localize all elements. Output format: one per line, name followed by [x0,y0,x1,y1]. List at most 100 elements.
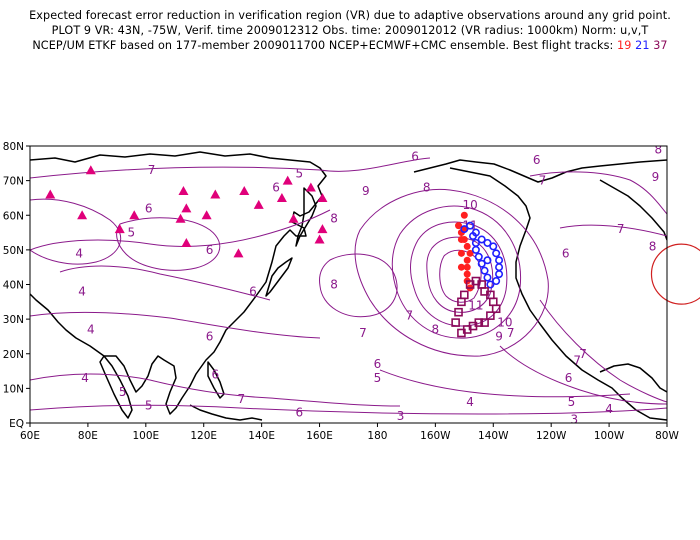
contour-label: 6 [272,181,280,195]
lat-label: 70N [3,176,24,188]
contour-label: 4 [75,246,83,260]
lon-label: 80E [78,430,98,442]
station-triangle [253,199,264,209]
contour-label: 6 [533,153,541,167]
track-blue-point [466,221,475,230]
track-purple-point [480,318,489,327]
lon-label: 160E [306,430,333,442]
track-red-point [457,263,465,271]
track-red-point [457,235,465,243]
contour-label: 8 [330,212,338,226]
track-blue-point [474,252,483,261]
station-triangle [77,210,88,220]
station-triangle [85,165,96,175]
india-coast [99,355,133,419]
station-triangle [314,234,325,244]
lat-label: 50N [3,245,24,257]
title-line-3: NCEP/UM ETKF based on 177-member 2009011… [0,38,700,53]
lon-label: 180 [367,430,387,442]
contour-label: 10 [497,316,512,330]
lon-label: 120E [190,430,217,442]
lat-label: 30N [3,314,24,326]
track-red-point [466,249,474,257]
contour-label: 9 [652,170,660,184]
track-blue-point [495,256,504,265]
track-red-point [455,222,463,230]
track-red-point [463,263,471,271]
contour-label: 6 [565,371,573,385]
contour-label: 6 [562,246,570,260]
track-blue-point [477,259,486,268]
contour-label: 5 [374,371,382,385]
station-triangle [288,213,299,223]
lon-label: 60E [20,430,40,442]
station-triangle [114,224,125,234]
title-line-3-prefix: NCEP/UM ETKF based on 177-member 2009011… [32,39,614,52]
lon-label: 120W [536,430,567,442]
track-blue-point [480,266,489,275]
track-blue-point [460,225,469,234]
contour-label: 7 [148,163,156,177]
station-triangle [233,248,244,258]
north-america-coast [449,167,667,421]
lat-label: 80N [3,141,24,153]
track-red-point [463,242,471,250]
track-blue-point [483,256,492,265]
track-red-point [460,225,468,233]
lat-label: EQ [9,418,24,430]
track-blue-point [471,245,480,254]
track-red-point [463,270,471,278]
track-purple-point [491,304,501,314]
contour-label: 6 [206,243,214,257]
station-triangle [201,210,212,220]
contour-label: 11 [468,298,483,312]
lon-label: 80W [655,430,679,442]
flight-track-blue [460,221,504,289]
vr-circle-outline [650,243,700,305]
contour-label: 8 [649,239,657,253]
contour-label: 5 [295,167,303,181]
contour-label: 5 [128,226,136,240]
track-red-label: 19 [617,39,632,52]
observation-stations [45,165,328,258]
lon-label: 140E [248,430,275,442]
contour-label: 7 [617,222,625,236]
map-title: Expected forecast error reduction in ver… [0,8,700,53]
alaska-coast [413,159,667,183]
contour-label: 6 [295,406,303,420]
caribbean-coast [599,363,667,393]
contour-label: 8 [330,278,338,292]
flight-track-red [455,211,474,292]
contour-label: 7 [507,326,515,340]
station-triangle [210,189,221,199]
track-blue-point [486,280,495,289]
track-purple-point [451,318,460,327]
coastlines [30,151,667,421]
track-blue-point [495,270,504,279]
contour-label: 6 [411,149,419,163]
station-triangle [181,237,192,247]
lon-label: 140W [478,430,509,442]
track-purple-label: 37 [653,39,668,52]
track-blue-point [471,238,480,247]
track-blue-label: 21 [635,39,650,52]
lon-label: 160W [420,430,451,442]
indonesia-coast [189,404,263,421]
station-triangle [45,189,56,199]
japan-coast [265,257,293,297]
latitude-axis: 80N 70N 60N 50N 40N 30N 20N 10N EQ [3,141,30,430]
contour-label: 4 [78,284,86,298]
contour-label: 5 [145,399,153,413]
track-blue-point [492,277,501,286]
track-blue-point [483,238,492,247]
station-triangle [239,186,250,196]
contour-label: 7 [238,392,246,406]
contour-label: 8 [432,323,440,337]
flight-track-purple [451,276,501,338]
lon-label: 100W [594,430,625,442]
contour-label: 6 [374,357,382,371]
track-purple-point [457,328,466,338]
station-triangle [305,182,316,192]
